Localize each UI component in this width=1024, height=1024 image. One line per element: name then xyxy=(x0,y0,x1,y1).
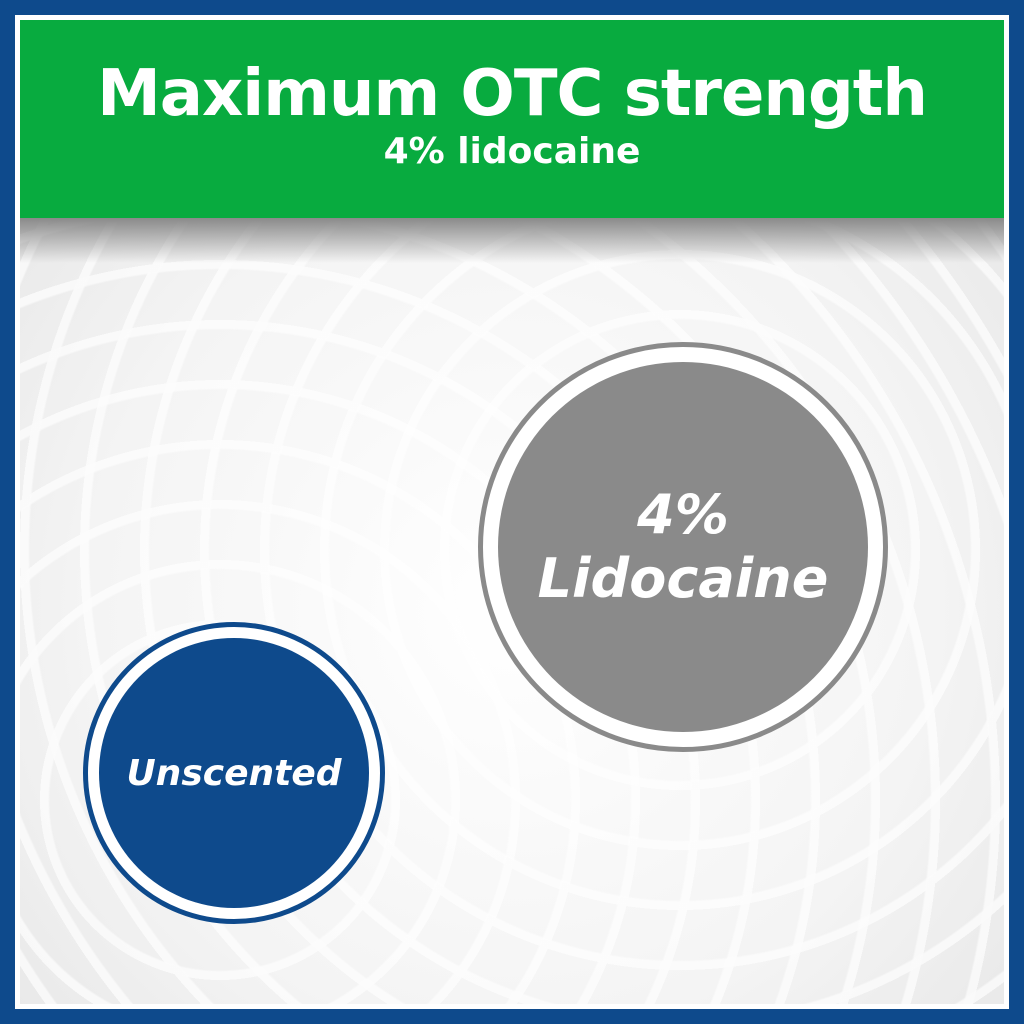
scent-badge-label: Unscented xyxy=(99,638,369,908)
image-frame: Maximum OTC strength 4% lidocaine 4% Lid… xyxy=(15,15,1009,1009)
banner-shadow xyxy=(20,218,1004,263)
scent-badge: Unscented xyxy=(83,622,385,924)
banner-title: Maximum OTC strength xyxy=(97,57,928,131)
strength-badge-percent: 4% xyxy=(637,483,729,546)
header-banner: Maximum OTC strength 4% lidocaine xyxy=(20,20,1004,218)
background: Maximum OTC strength 4% lidocaine 4% Lid… xyxy=(20,20,1004,1004)
banner-subtitle: 4% lidocaine xyxy=(383,131,641,172)
strength-badge-ingredient: Lidocaine xyxy=(537,547,829,610)
strength-badge-fill: 4% Lidocaine xyxy=(498,362,868,732)
strength-badge: 4% Lidocaine xyxy=(478,342,888,752)
